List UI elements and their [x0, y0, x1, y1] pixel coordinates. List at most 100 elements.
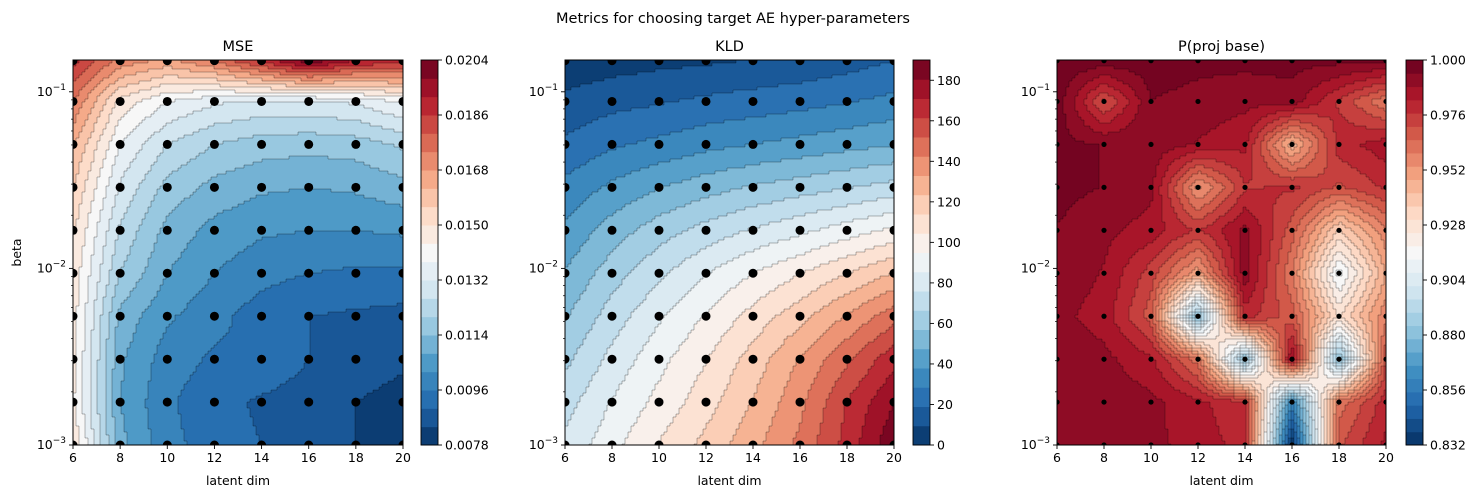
sample-point: [608, 183, 617, 192]
sample-point: [1336, 142, 1341, 147]
y-tick-label: 10−2: [1021, 259, 1050, 275]
sample-point: [796, 355, 805, 364]
sample-point: [210, 183, 219, 192]
sample-point: [116, 183, 125, 192]
sample-point: [1101, 142, 1106, 147]
sample-point: [749, 398, 758, 407]
sample-point: [304, 355, 313, 364]
colorbar-tick-label: 0.832: [1430, 438, 1466, 453]
sample-point: [608, 226, 617, 235]
sample-point: [1148, 142, 1153, 147]
sample-point: [116, 56, 125, 65]
sample-point: [1336, 228, 1341, 233]
sample-point: [796, 269, 805, 278]
sample-point: [163, 183, 172, 192]
sample-point: [1242, 357, 1247, 362]
sample-point: [163, 97, 172, 106]
sample-point: [257, 183, 266, 192]
sample-point: [1242, 185, 1247, 190]
sample-point: [257, 140, 266, 149]
sample-point: [116, 312, 125, 321]
colorbar-tick-label: 0.0168: [445, 163, 489, 178]
contour-field: [1057, 60, 1388, 448]
sample-point: [351, 269, 360, 278]
sample-point: [1336, 314, 1341, 319]
sample-point: [1336, 185, 1341, 190]
colorbar-tick-label: 0.0132: [445, 273, 489, 288]
sample-point: [1336, 99, 1341, 104]
sample-point: [1148, 228, 1153, 233]
x-tick-label: 6: [561, 450, 569, 465]
sample-point: [843, 183, 852, 192]
sample-point: [749, 97, 758, 106]
colorbar: 0.00780.00960.01140.01320.01500.01680.01…: [421, 53, 489, 453]
sample-point: [1336, 357, 1341, 362]
sample-point: [843, 398, 852, 407]
x-tick-label: 18: [839, 450, 855, 465]
sample-point: [351, 312, 360, 321]
x-tick-label: 12: [698, 450, 714, 465]
x-tick-label: 12: [206, 450, 222, 465]
colorbar-tick-label: 0.0150: [445, 218, 489, 233]
sample-point: [749, 140, 758, 149]
colorbar-tick-label: 0.880: [1430, 328, 1466, 343]
x-tick-label: 16: [301, 450, 317, 465]
sample-point: [1101, 228, 1106, 233]
sample-point: [655, 398, 664, 407]
colorbar-tick-label: 140: [937, 154, 961, 169]
contour-field: [565, 60, 896, 448]
sample-point: [1289, 314, 1294, 319]
sample-point: [655, 183, 664, 192]
sample-point: [351, 398, 360, 407]
sample-point: [163, 355, 172, 364]
colorbar-tick-label: 0.0186: [445, 108, 489, 123]
sample-point: [210, 140, 219, 149]
sample-point: [210, 226, 219, 235]
sample-point: [1148, 399, 1153, 404]
sample-point: [304, 312, 313, 321]
sample-point: [1195, 314, 1200, 319]
sample-point: [1289, 357, 1294, 362]
colorbar-tick-label: 0.904: [1430, 273, 1466, 288]
x-tick-label: 8: [1100, 450, 1108, 465]
sample-point: [210, 398, 219, 407]
sample-point: [655, 355, 664, 364]
sample-point: [1242, 228, 1247, 233]
sample-point: [116, 269, 125, 278]
sample-point: [1242, 142, 1247, 147]
sample-point: [702, 312, 711, 321]
sample-point: [116, 398, 125, 407]
sample-point: [843, 312, 852, 321]
sample-point: [1195, 99, 1200, 104]
sample-point: [257, 226, 266, 235]
sample-point: [749, 183, 758, 192]
sample-point: [796, 56, 805, 65]
sample-point: [1336, 58, 1341, 63]
sample-point: [702, 56, 711, 65]
x-tick-label: 8: [608, 450, 616, 465]
sample-point: [796, 226, 805, 235]
x-axis-label: latent dim: [206, 473, 270, 488]
colorbar-tick-label: 0.928: [1430, 218, 1466, 233]
sample-point: [304, 226, 313, 235]
sample-point: [1148, 185, 1153, 190]
sample-point: [1195, 357, 1200, 362]
sample-point: [1101, 185, 1106, 190]
sample-point: [796, 312, 805, 321]
sample-point: [608, 312, 617, 321]
sample-point: [1289, 185, 1294, 190]
sample-point: [749, 56, 758, 65]
x-axis-label: latent dim: [1189, 473, 1253, 488]
sample-point: [749, 312, 758, 321]
colorbar-tick-label: 0: [937, 438, 945, 453]
sample-point: [304, 183, 313, 192]
sample-point: [116, 226, 125, 235]
sample-point: [843, 140, 852, 149]
sample-point: [351, 226, 360, 235]
colorbar-tick-label: 0.0096: [445, 383, 489, 398]
sample-point: [1289, 58, 1294, 63]
